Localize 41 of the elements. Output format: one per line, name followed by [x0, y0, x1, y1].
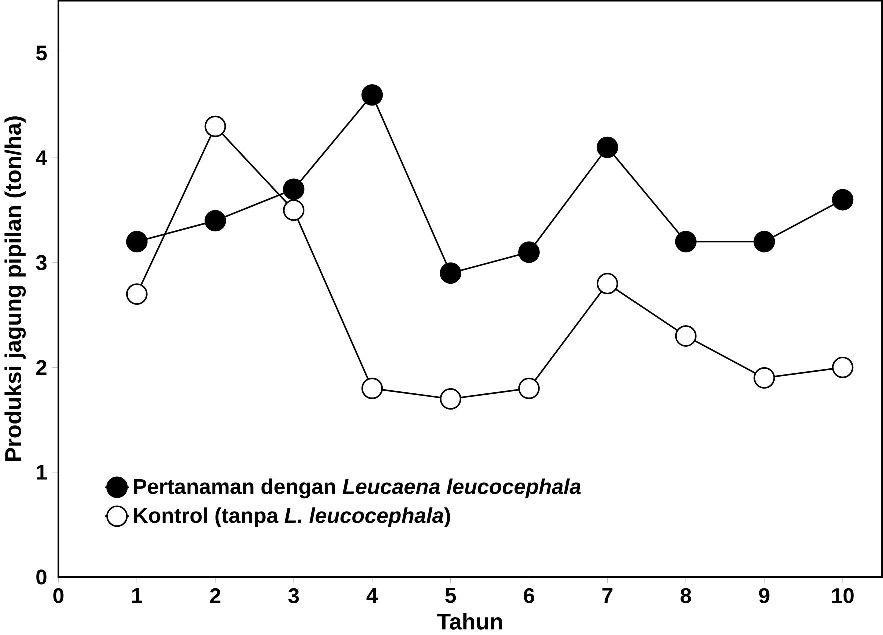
x-tick-label: 2 — [210, 588, 221, 604]
x-tick-label: 8 — [680, 588, 692, 604]
x-tick-label: 5 — [446, 588, 456, 604]
point — [596, 137, 618, 158]
legend-label: Kontrol (tanpa L. leucocephala) — [134, 508, 450, 528]
point — [283, 200, 305, 222]
x-tick-label: 9 — [759, 588, 770, 604]
y-tick-label: 1 — [37, 465, 48, 480]
x-tick-label: 7 — [602, 588, 613, 604]
x-tick-label: 4 — [366, 588, 378, 604]
point — [126, 231, 148, 253]
point — [596, 273, 618, 295]
y-tick-label: 2 — [36, 360, 47, 376]
point — [832, 357, 854, 379]
x-tick-label: 1 — [132, 588, 142, 604]
point — [126, 284, 148, 306]
y-axis-title: Produksi jagung pipilan (ton/ha) — [4, 116, 26, 462]
point — [754, 231, 776, 253]
point — [204, 210, 226, 232]
y-tick-label: 4 — [36, 150, 48, 166]
point — [675, 231, 697, 253]
x-tick-label: 10 — [832, 588, 854, 604]
point — [832, 189, 854, 211]
x-tick-label: 3 — [288, 588, 300, 604]
y-tick-label: 0 — [36, 570, 47, 585]
point — [675, 326, 697, 348]
x-axis-title: Tahun — [437, 613, 502, 630]
point — [440, 388, 462, 410]
x-tick-label: 0 — [54, 588, 64, 604]
legend-label: Pertanaman dengan Leucaena leucocephala — [134, 478, 581, 499]
point — [754, 368, 776, 390]
point — [518, 378, 540, 400]
x-tick-label: 6 — [524, 588, 534, 604]
point — [518, 242, 540, 264]
point — [440, 262, 462, 284]
point — [362, 378, 384, 400]
point — [283, 178, 305, 200]
point — [204, 116, 226, 138]
point — [362, 84, 384, 106]
y-tick-label: 3 — [36, 255, 47, 271]
y-tick-label: 5 — [36, 46, 48, 61]
